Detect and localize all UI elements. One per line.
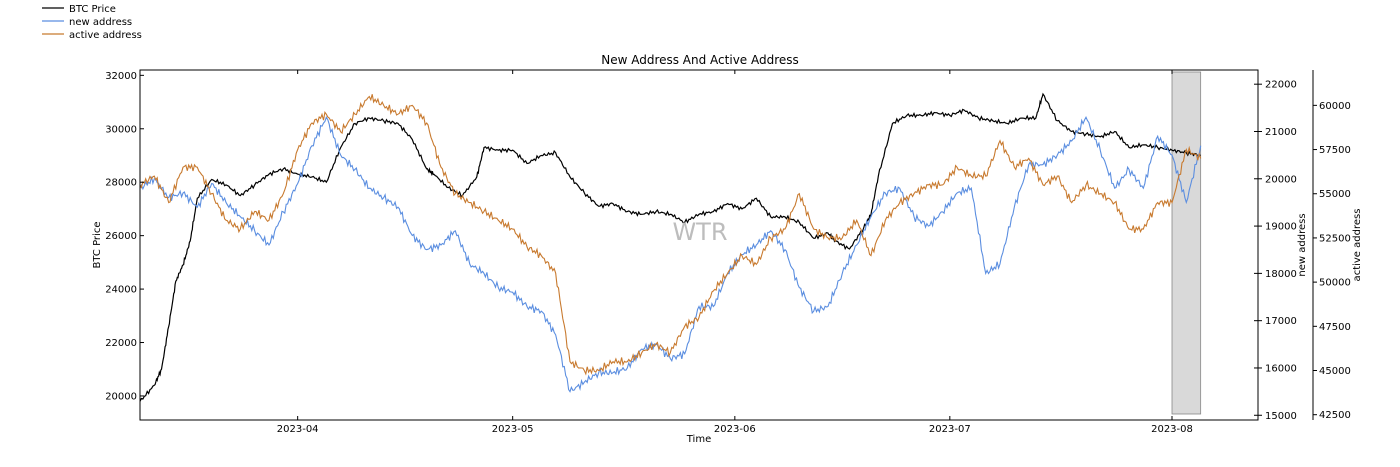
y-axis-btc-price: 20000 22000 24000 26000 28000 30000 32000 [105, 71, 144, 402]
y-tick-label-btc-26000: 26000 [105, 231, 137, 242]
highlight-layer [1171, 71, 1202, 415]
series-line-active-address [139, 94, 1202, 376]
y-tick-label-new-21000: 21000 [1265, 127, 1297, 138]
y-tick-label-active-50000: 50000 [1319, 278, 1351, 289]
y-tick-label-new-22000: 22000 [1265, 80, 1297, 91]
y-tick-label-active-45000: 45000 [1319, 366, 1351, 377]
y-tick-label-btc-28000: 28000 [105, 178, 137, 189]
series-line-new-address [139, 116, 1202, 393]
legend: BTC Price new address active address [42, 4, 142, 41]
x-axis-title: Time [686, 434, 711, 445]
y-tick-label-btc-32000: 32000 [105, 71, 137, 82]
y-axis-title-new-address: new address [1297, 213, 1308, 276]
legend-label-new-address: new address [69, 17, 132, 28]
x-tick-label-2023-05: 2023-05 [492, 424, 534, 435]
y-tick-label-active-57500: 57500 [1319, 145, 1351, 156]
y-tick-label-new-16000: 16000 [1265, 363, 1297, 374]
y-tick-label-btc-30000: 30000 [105, 124, 137, 135]
plot-frame [139, 69, 1259, 421]
watermark: WTR [672, 218, 727, 246]
y-tick-label-active-52500: 52500 [1319, 233, 1351, 244]
y-axis-title-active-address: active address [1352, 209, 1363, 282]
x-tick-label-2023-06: 2023-06 [714, 424, 756, 435]
y-tick-label-new-18000: 18000 [1265, 269, 1297, 280]
series-layer [139, 92, 1202, 402]
x-tick-label-2023-07: 2023-07 [929, 424, 971, 435]
y-tick-label-active-47500: 47500 [1319, 322, 1351, 333]
y-tick-label-btc-22000: 22000 [105, 338, 137, 349]
chart-title: New Address And Active Address [601, 53, 799, 67]
y-tick-label-active-42500: 42500 [1319, 410, 1351, 421]
y-tick-label-btc-20000: 20000 [105, 391, 137, 402]
y-axis-new-address: 15000 16000 17000 18000 19000 20000 21000 22000 [1254, 80, 1297, 422]
y-tick-label-new-17000: 17000 [1265, 316, 1297, 327]
x-axis: 2023-04 2023-05 2023-06 2023-07 2023-08 [277, 70, 1193, 435]
y-tick-label-new-15000: 15000 [1265, 411, 1297, 422]
x-tick-label-2023-04: 2023-04 [277, 424, 319, 435]
y-tick-label-new-19000: 19000 [1265, 222, 1297, 233]
x-tick-label-2023-08: 2023-08 [1151, 424, 1193, 435]
series-line-btc-price [139, 92, 1201, 402]
y-tick-label-btc-24000: 24000 [105, 285, 137, 296]
legend-label-btc-price: BTC Price [69, 4, 116, 15]
y-tick-label-active-55000: 55000 [1319, 189, 1351, 200]
highlight-band [1171, 71, 1202, 415]
y-axis-active-address: 42500 45000 47500 50000 52500 55000 57500 60000 [1313, 101, 1351, 421]
y-tick-label-new-20000: 20000 [1265, 174, 1297, 185]
y-axis-title-btc-price: BTC Price [92, 222, 103, 269]
y-tick-label-active-60000: 60000 [1319, 101, 1351, 112]
legend-label-active-address: active address [69, 30, 142, 41]
